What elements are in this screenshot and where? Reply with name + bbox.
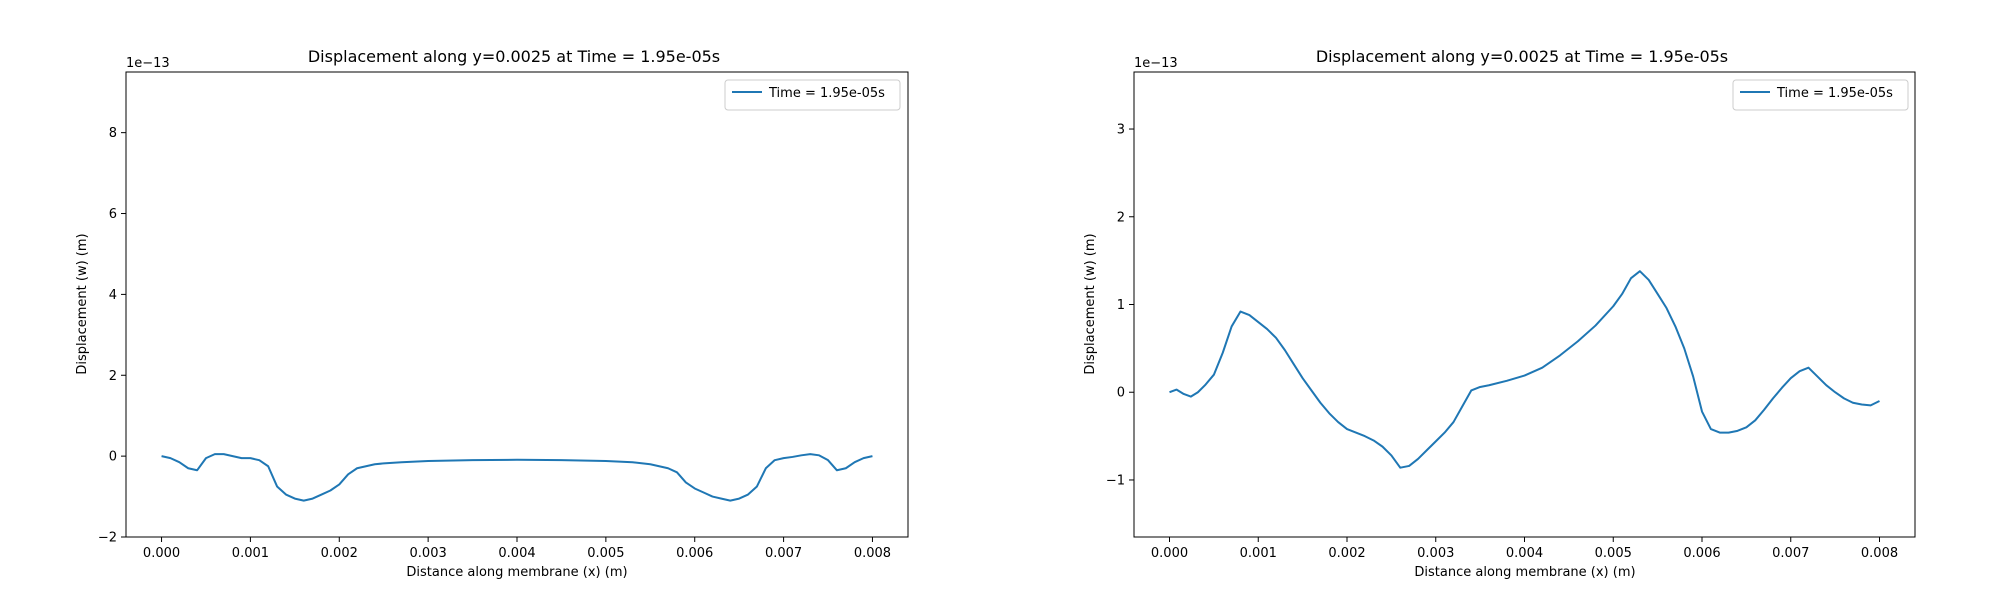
y-offset-label: 1e−13: [1134, 56, 1178, 71]
x-tick-label: 0.002: [1328, 546, 1365, 561]
y-tick-label: 2: [109, 369, 117, 384]
y-tick-label: 4: [109, 288, 117, 303]
x-tick-label: 0.003: [410, 546, 447, 561]
chart-left: Displacement along y=0.0025 at Time = 1.…: [75, 47, 909, 580]
axes-frame: [1133, 71, 1916, 538]
legend-box: [724, 79, 901, 111]
x-tick-label: 0.002: [321, 546, 358, 561]
y-tick-label: 1: [1117, 298, 1125, 313]
y-tick-label: 6: [109, 207, 117, 222]
y-tick-label: −1: [1106, 473, 1125, 488]
x-axis-label: Distance along membrane (x) (m): [1414, 565, 1635, 580]
x-tick-label: 0.008: [1861, 546, 1898, 561]
y-tick-label: −2: [98, 531, 117, 546]
x-tick-label: 0.000: [143, 546, 180, 561]
x-tick-label: 0.006: [1683, 546, 1720, 561]
y-tick-label: 0: [1117, 386, 1125, 401]
y-axis-label: Displacement (w) (m): [75, 233, 90, 374]
axis-ticks: 0.000 0.001 0.002 0.003 0.004 0.005 0.006 0.007…: [98, 126, 891, 561]
chart-title: Displacement along y=0.0025 at Time = 1.…: [308, 47, 720, 66]
x-tick-label: 0.006: [676, 546, 713, 561]
y-offset-label: 1e−13: [126, 56, 170, 71]
x-tick-label: 0.000: [1151, 546, 1188, 561]
plot-area: [1169, 270, 1880, 469]
axis-ticks: 0.000 0.001 0.002 0.003 0.004 0.005 0.006 0.007…: [1106, 123, 1898, 561]
y-axis-label: Displacement (w) (m): [1083, 233, 1098, 374]
x-tick-label: 0.007: [765, 546, 802, 561]
y-tick-label: 0: [109, 450, 117, 465]
x-tick-label: 0.007: [1772, 546, 1809, 561]
y-tick-label: 2: [1117, 210, 1125, 225]
x-tick-label: 0.008: [854, 546, 891, 561]
legend-box: [1732, 79, 1909, 111]
legend: Time = 1.95e-05s: [1732, 79, 1909, 111]
x-tick-label: 0.003: [1417, 546, 1454, 561]
x-tick-label: 0.005: [587, 546, 624, 561]
x-axis-label: Distance along membrane (x) (m): [406, 565, 627, 580]
x-tick-label: 0.005: [1595, 546, 1632, 561]
series-line: [161, 453, 873, 502]
chart-right: Displacement along y=0.0025 at Time = 1.…: [1083, 47, 1916, 580]
axes-frame: [125, 71, 909, 538]
y-tick-label: 8: [109, 126, 117, 141]
x-tick-label: 0.001: [232, 546, 269, 561]
x-tick-label: 0.001: [1240, 546, 1277, 561]
chart-title: Displacement along y=0.0025 at Time = 1.…: [1316, 47, 1728, 66]
x-tick-label: 0.004: [498, 546, 535, 561]
x-tick-label: 0.004: [1506, 546, 1543, 561]
y-tick-label: 3: [1117, 123, 1125, 138]
legend-label: Time = 1.95e-05s: [768, 86, 885, 101]
series-line: [1169, 270, 1880, 469]
legend: Time = 1.95e-05s: [724, 79, 901, 111]
plot-area: [161, 453, 873, 502]
legend-label: Time = 1.95e-05s: [1776, 86, 1893, 101]
